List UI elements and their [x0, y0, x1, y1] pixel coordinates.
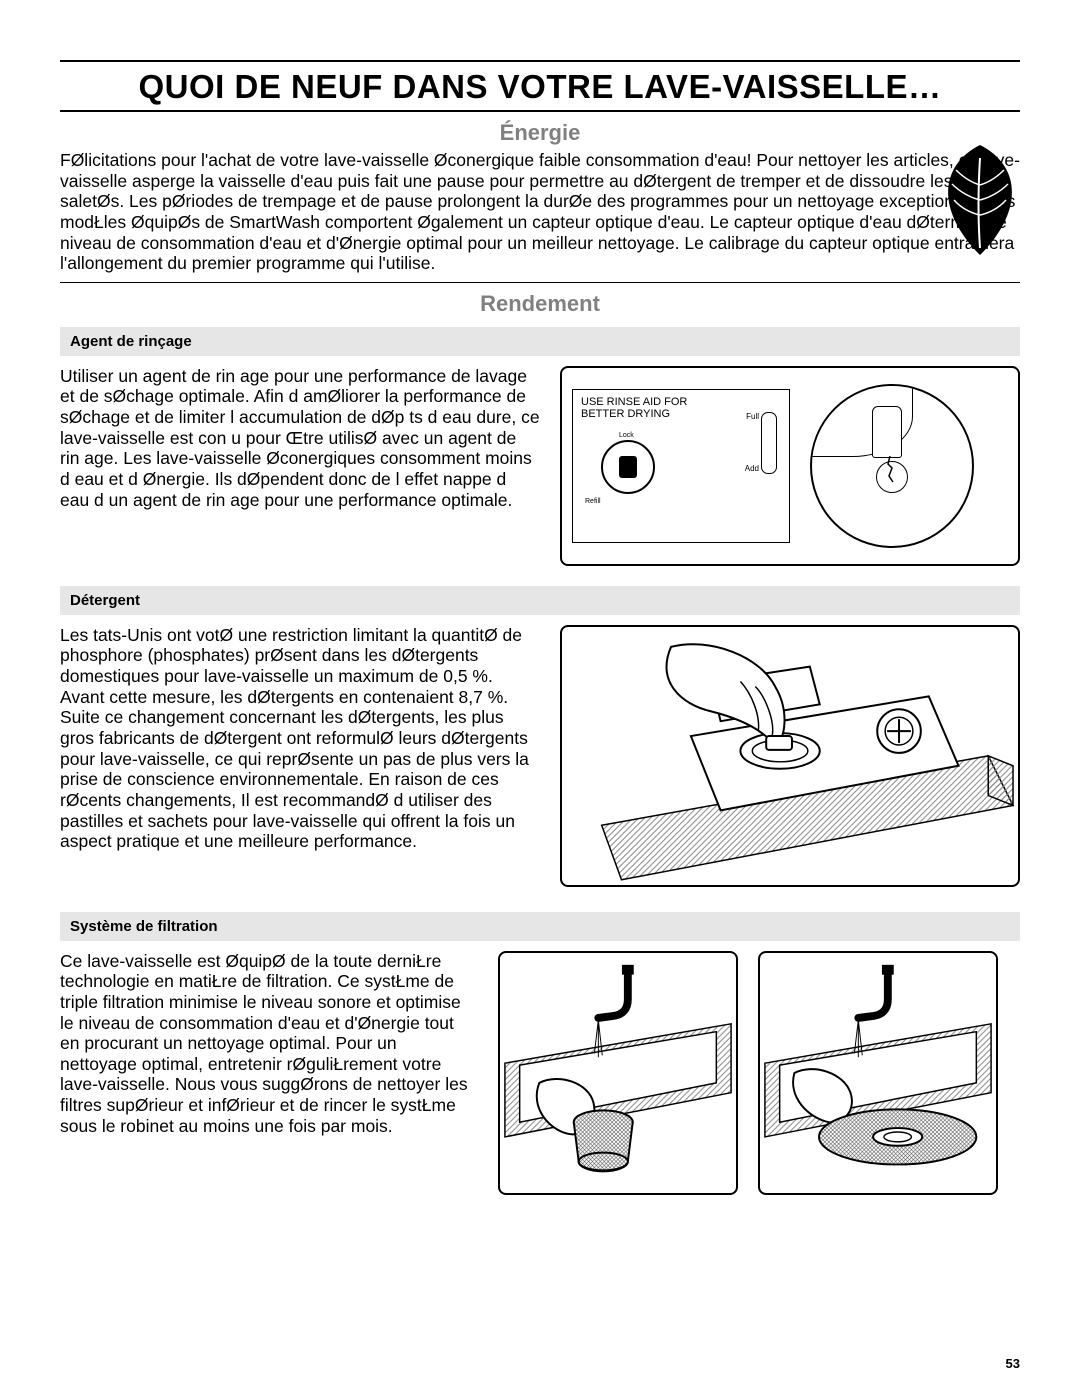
rinse-aid-row: Utiliser un agent de rin age pour une pe… — [60, 366, 1020, 566]
rinse-panel-line2: BETTER DRYING — [581, 408, 670, 420]
detergent-header: Détergent — [60, 586, 1020, 615]
rinse-aid-diagram: USE RINSE AID FOR BETTER DRYING Lock Ref… — [560, 366, 1020, 566]
lock-label: Lock — [619, 432, 634, 439]
title-underline — [60, 110, 1020, 112]
manual-page: QUOI DE NEUF DANS VOTRE LAVE-VAISSELLE… … — [0, 0, 1080, 1397]
upper-filter-diagram — [498, 951, 738, 1195]
rendement-heading: Rendement — [60, 291, 1020, 317]
energy-rule — [60, 282, 1020, 283]
filtration-diagrams — [498, 951, 998, 1195]
detergent-diagram — [560, 625, 1020, 887]
rinse-aid-header: Agent de rinçage — [60, 327, 1020, 356]
bottle-icon — [872, 406, 902, 458]
rinse-dispenser-panel: USE RINSE AID FOR BETTER DRYING Lock Ref… — [572, 389, 790, 543]
rinse-pour-illustration — [810, 384, 974, 548]
filtration-header: Système de filtration — [60, 912, 1020, 941]
lower-filter-diagram — [758, 951, 998, 1195]
full-label: Full — [746, 412, 759, 421]
eco-leaf-icon — [930, 140, 1030, 260]
page-number: 53 — [1006, 1356, 1020, 1371]
detergent-row: Les tats-Unis ont votØ une restriction l… — [60, 625, 1020, 892]
refill-label: Refill — [585, 498, 601, 505]
page-title: QUOI DE NEUF DANS VOTRE LAVE-VAISSELLE… — [60, 68, 1020, 106]
rinse-panel-line1: USE RINSE AID FOR — [581, 396, 687, 408]
rinse-dial-icon — [601, 440, 655, 494]
rinse-aid-body: Utiliser un agent de rin age pour une pe… — [60, 366, 540, 510]
rinse-gauge-icon — [761, 412, 777, 474]
top-rule — [60, 60, 1020, 62]
detergent-body: Les tats-Unis ont votØ une restriction l… — [60, 625, 540, 852]
energy-body: FØlicitations pour l'achat de votre lave… — [60, 150, 1020, 274]
filtration-body: Ce lave-vaisselle est ØquipØ de la toute… — [60, 951, 478, 1137]
energy-heading: Énergie — [60, 120, 1020, 146]
pour-stream-icon — [886, 456, 898, 486]
add-label: Add — [745, 464, 759, 473]
filtration-row: Ce lave-vaisselle est ØquipØ de la toute… — [60, 951, 1020, 1195]
